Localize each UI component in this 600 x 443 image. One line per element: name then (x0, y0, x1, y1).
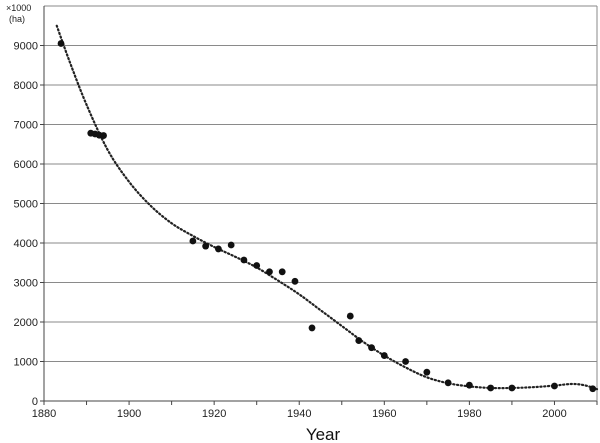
data-point (508, 384, 516, 392)
y-tick-label: 6000 (14, 159, 38, 171)
data-point (266, 268, 273, 276)
data-point (380, 352, 388, 359)
data-point (227, 241, 235, 249)
data-point (355, 337, 363, 344)
data-point (402, 358, 409, 365)
data-point (100, 132, 107, 139)
y-tick-labels: 0 1000 2000 3000 4000 5000 6000 7000 8000 9000 (14, 41, 38, 409)
data-point (240, 256, 248, 264)
data-point (368, 344, 375, 352)
y-tick-label: 4000 (14, 238, 38, 250)
y-unit-label: (ha) (9, 14, 25, 24)
x-tick-label: 1900 (117, 408, 141, 420)
data-point (346, 312, 354, 320)
data-point (189, 237, 197, 245)
data-point (444, 379, 452, 387)
y-tick-label: 7000 (14, 120, 38, 132)
data-point (202, 242, 210, 250)
data-point (215, 245, 222, 253)
y-tick-label: 1000 (14, 357, 38, 369)
y-tick-label: 5000 (14, 199, 38, 211)
data-point (308, 324, 316, 332)
data-point (423, 368, 431, 376)
data-point (253, 262, 261, 269)
x-axis-label: Year (306, 425, 341, 443)
x-tick-label: 1960 (372, 408, 396, 420)
data-point (465, 381, 473, 389)
x-tick-label: 1920 (202, 408, 226, 420)
trend-line (55, 24, 599, 391)
x-tick-label: 1940 (287, 408, 311, 420)
data-points (57, 40, 597, 393)
x-tick-label: 2000 (542, 408, 566, 420)
x-tick-label: 1880 (32, 408, 56, 420)
y-tick-label: 2000 (14, 317, 38, 329)
x-tick-label: 1980 (457, 408, 481, 420)
y-unit-multiplier: ×1000 (6, 3, 31, 13)
data-point (551, 382, 558, 390)
data-point (57, 40, 65, 47)
axes (40, 6, 598, 405)
data-point (487, 384, 495, 392)
gridlines (44, 5, 597, 362)
data-point (589, 385, 597, 393)
y-tick-label: 0 (32, 396, 38, 408)
y-tick-label: 9000 (14, 41, 38, 53)
x-tick-labels: 1880 1900 1920 1940 1960 1980 2000 (32, 408, 567, 420)
y-tick-label: 8000 (14, 80, 38, 92)
y-tick-label: 3000 (14, 278, 38, 290)
data-point (291, 277, 299, 285)
data-point (278, 268, 286, 276)
